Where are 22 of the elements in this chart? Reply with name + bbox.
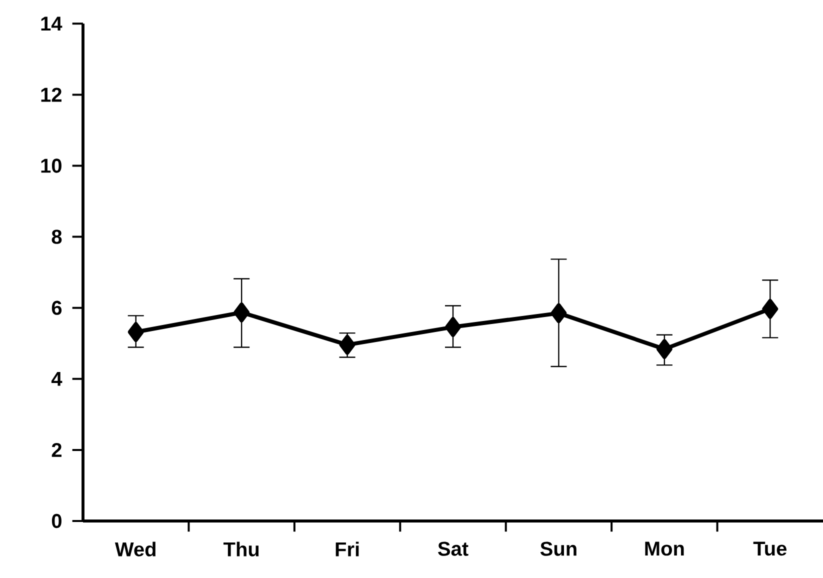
point (128, 322, 144, 342)
point (762, 298, 778, 319)
x-tick-label: Tue (753, 542, 787, 556)
x-tick-label: Wed (114, 542, 156, 556)
y-tick-label: 12 (41, 88, 62, 102)
y-tick-label: 10 (41, 158, 62, 173)
point (234, 302, 250, 322)
x-tick-label: Sat (438, 542, 468, 556)
y-tick-label: 2 (52, 442, 62, 457)
point (656, 339, 672, 360)
x-tick-label: Thu (223, 542, 259, 556)
x-tick-label: Sun (540, 542, 576, 556)
x-tick-label: Fri (336, 542, 359, 556)
y-tick-label: 8 (52, 230, 62, 244)
y-tick-label: 6 (52, 300, 62, 315)
y-tick-label: 0 (52, 514, 62, 528)
x-tick-label: Mon (645, 542, 684, 556)
point (339, 334, 356, 355)
point (445, 317, 462, 338)
point (550, 303, 567, 324)
y-tick-label: 14 (41, 16, 62, 31)
y-tick-label: 4 (51, 372, 62, 386)
